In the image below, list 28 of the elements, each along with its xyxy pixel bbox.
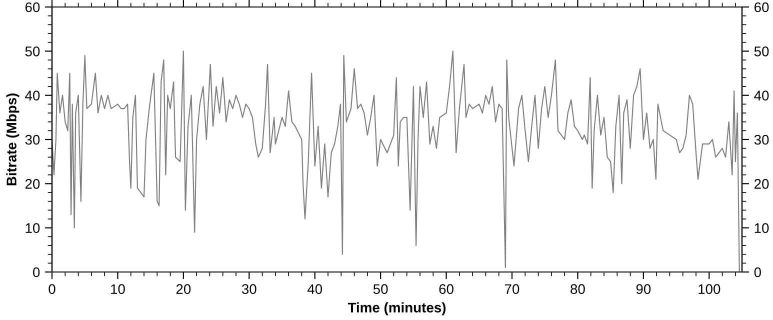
y-tick-label: 10 xyxy=(26,223,40,234)
x-tick-label: 60 xyxy=(439,284,454,294)
y2-tick-label: 30 xyxy=(754,134,769,145)
x-tick-label: 100 xyxy=(698,284,720,294)
y-tick-label: 30 xyxy=(25,134,40,145)
x-tick-label: 10 xyxy=(111,284,125,294)
x-tick-label: 30 xyxy=(242,284,256,294)
y-tick-label: 0 xyxy=(33,267,40,278)
y-tick-label: 40 xyxy=(25,90,40,101)
x-tick-label: 80 xyxy=(570,284,585,294)
y2-tick-label: 60 xyxy=(754,2,769,12)
y2-tick-label: 10 xyxy=(754,223,769,234)
y2-tick-label: 50 xyxy=(754,46,769,56)
y-tick-label: 20 xyxy=(25,179,40,189)
line-series xyxy=(52,50,740,272)
y2-tick-label: 0 xyxy=(754,267,761,278)
y-tick-label: 60 xyxy=(25,2,40,12)
x-axis-title: Time (minutes) xyxy=(348,302,446,316)
x-tick-label: 20 xyxy=(176,284,191,294)
x-tick-label: 0 xyxy=(48,284,56,294)
y-axis-title: Bitrate (Mbps) xyxy=(6,94,20,186)
x-tick-label: 50 xyxy=(373,284,388,294)
x-tick-label: 70 xyxy=(504,284,520,294)
y2-tick-label: 40 xyxy=(754,90,769,101)
y2-tick-label: 20 xyxy=(754,179,769,189)
y-tick-label: 50 xyxy=(25,46,40,56)
x-tick-label: 40 xyxy=(307,284,322,294)
x-tick-label: 90 xyxy=(636,284,651,294)
